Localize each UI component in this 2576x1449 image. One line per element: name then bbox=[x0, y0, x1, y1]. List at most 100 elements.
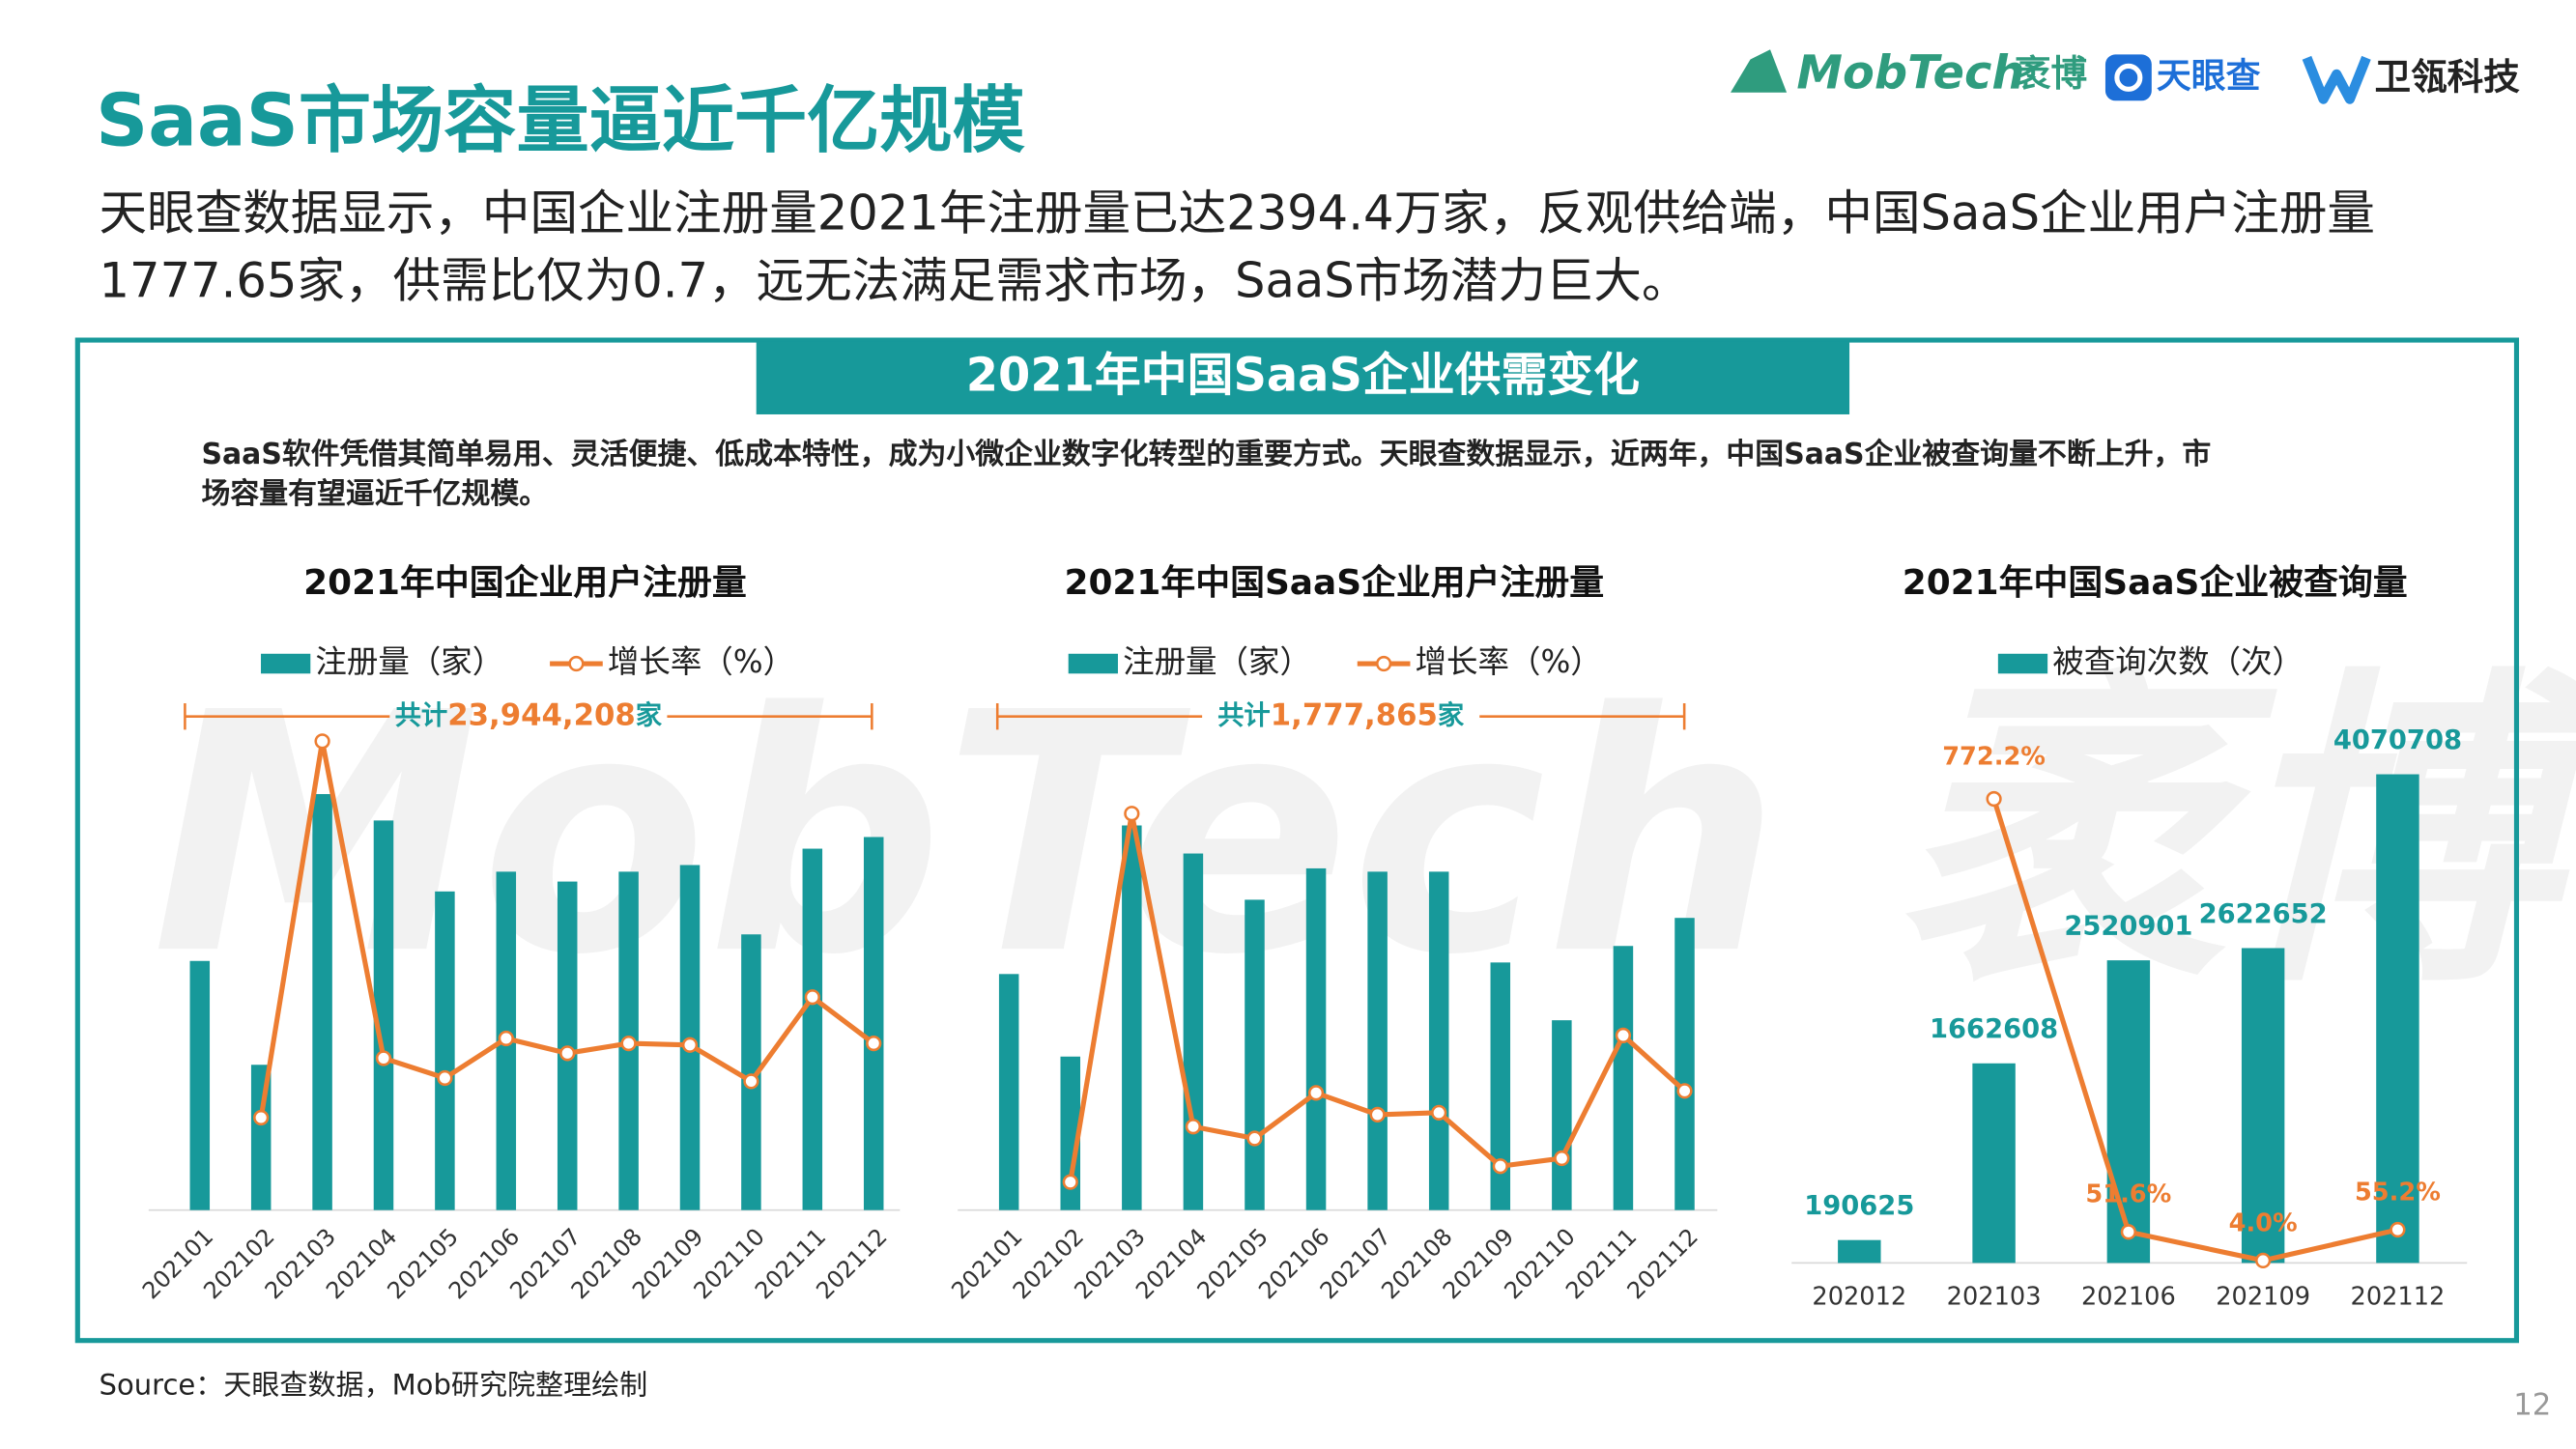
total-unit: 家 bbox=[1438, 699, 1465, 730]
bar bbox=[1552, 1020, 1572, 1210]
bar bbox=[1674, 918, 1695, 1210]
line-marker bbox=[620, 1035, 637, 1052]
legend-label: 注册量（家） bbox=[315, 643, 503, 680]
line bbox=[1991, 798, 2399, 1264]
total-annotation: 共计23,944,208家 bbox=[395, 697, 663, 732]
line-marker bbox=[1307, 1085, 1325, 1101]
panel-description: SaaS软件凭借其简单易用、灵活便捷、低成本特性，成为小微企业数字化转型的重要方… bbox=[201, 438, 2211, 471]
legend-swatch bbox=[261, 653, 311, 674]
bar bbox=[2241, 948, 2285, 1264]
line-marker bbox=[1246, 1130, 1263, 1147]
total-annotation: 共计1,777,865家 bbox=[1217, 697, 1465, 732]
line-marker bbox=[743, 1073, 759, 1090]
line-marker bbox=[2390, 1221, 2406, 1238]
bar bbox=[1490, 962, 1511, 1210]
line-marker bbox=[375, 1050, 392, 1066]
logo-icon bbox=[2104, 54, 2152, 101]
bar bbox=[1428, 871, 1449, 1210]
bar-value-label: 2520901 bbox=[2064, 911, 2192, 941]
bar bbox=[1613, 946, 1634, 1210]
legend-swatch bbox=[1997, 653, 2048, 674]
chart-title: 2021年中国企业用户注册量 bbox=[303, 562, 747, 603]
legend-marker bbox=[568, 655, 585, 672]
total-value: 23,944,208 bbox=[447, 697, 636, 732]
x-tick-label: 202106 bbox=[2081, 1282, 2176, 1311]
legend-label: 注册量（家） bbox=[1123, 643, 1311, 680]
line-marker bbox=[1986, 790, 2002, 808]
bar bbox=[435, 891, 455, 1210]
line-marker bbox=[1431, 1104, 1447, 1121]
legend-swatch bbox=[1068, 653, 1118, 674]
panel-heading-bg bbox=[756, 341, 1850, 414]
legend-label: 增长率（%） bbox=[1416, 643, 1602, 680]
chart-title: 2021年中国SaaS企业用户注册量 bbox=[1064, 562, 1604, 603]
line-marker bbox=[681, 1037, 699, 1053]
bar bbox=[802, 848, 823, 1210]
line-marker bbox=[2255, 1252, 2272, 1269]
bar bbox=[863, 837, 884, 1210]
bar-value-label: 4070708 bbox=[2333, 725, 2462, 755]
bar-value-label: 1662608 bbox=[1930, 1014, 2058, 1044]
bar bbox=[1245, 899, 1265, 1210]
bar bbox=[2376, 774, 2419, 1264]
line-marker bbox=[437, 1069, 453, 1087]
line-marker bbox=[1369, 1106, 1386, 1123]
bar bbox=[312, 794, 332, 1210]
bar bbox=[1972, 1063, 2016, 1264]
logo-icon bbox=[2302, 55, 2371, 104]
total-prefix: 共计 bbox=[395, 700, 448, 730]
bar-value-label: 190625 bbox=[1804, 1191, 1914, 1221]
panel-heading: 2021年中国SaaS企业供需变化 bbox=[966, 349, 1640, 402]
bar bbox=[1060, 1056, 1081, 1210]
bar bbox=[1183, 853, 1204, 1210]
legend-label: 被查询次数（次） bbox=[2052, 643, 2304, 680]
line-marker bbox=[1062, 1174, 1078, 1190]
x-tick-label: 202112 bbox=[2351, 1282, 2446, 1311]
x-tick-label: 202109 bbox=[2216, 1282, 2310, 1311]
legend-label: 增长率（%） bbox=[608, 643, 794, 680]
line-marker bbox=[559, 1045, 576, 1062]
intro-line: 天眼查数据显示，中国企业注册量2021年注册量已达2394.4万家，反观供给端，… bbox=[100, 185, 2375, 241]
logo-text: 天眼查 bbox=[2157, 56, 2261, 96]
line-marker bbox=[866, 1035, 882, 1052]
bar bbox=[998, 974, 1019, 1210]
page-title: SaaS市场容量逼近千亿规模 bbox=[96, 77, 1025, 162]
bar bbox=[373, 820, 394, 1210]
intro-line: 1777.65家，供需比仅为0.7，远无法满足需求市场，SaaS市场潜力巨大。 bbox=[100, 252, 1690, 308]
bar bbox=[1305, 867, 1327, 1210]
total-prefix: 共计 bbox=[1217, 700, 1271, 730]
line-marker bbox=[1554, 1150, 1570, 1167]
line-marker bbox=[498, 1030, 514, 1047]
bar bbox=[1838, 1239, 1881, 1264]
chart-title: 2021年中国SaaS企业被查询量 bbox=[1903, 562, 2408, 603]
logo-icon bbox=[2114, 63, 2143, 92]
legend-marker bbox=[1376, 655, 1392, 672]
total-unit: 家 bbox=[636, 699, 663, 730]
bar bbox=[741, 934, 761, 1210]
line-marker bbox=[2120, 1224, 2136, 1240]
line-marker bbox=[1615, 1027, 1632, 1044]
panel-description: 场容量有望逼近千亿规模。 bbox=[201, 477, 548, 511]
line-value-label: 51.6% bbox=[2085, 1180, 2171, 1209]
logo-icon bbox=[1731, 49, 1788, 93]
logo-text: 袤博 bbox=[2015, 52, 2087, 95]
bar bbox=[189, 960, 211, 1210]
line-marker bbox=[253, 1109, 270, 1126]
line-marker bbox=[1124, 806, 1140, 822]
line-marker bbox=[804, 989, 820, 1006]
line-value-label: 772.2% bbox=[1942, 742, 2046, 771]
bar bbox=[2106, 960, 2151, 1264]
line-marker bbox=[314, 733, 330, 750]
x-tick-label: 202012 bbox=[1812, 1282, 1906, 1311]
logo-text: 卫瓴科技 bbox=[2375, 56, 2521, 99]
logo-text: MobTech bbox=[1796, 47, 2024, 100]
bar bbox=[1122, 825, 1142, 1210]
line-marker bbox=[1676, 1083, 1693, 1099]
panel-frame bbox=[74, 337, 2520, 1344]
bar bbox=[1367, 871, 1388, 1210]
page-number: 12 bbox=[2513, 1388, 2551, 1423]
bar-value-label: 2622652 bbox=[2199, 899, 2328, 929]
total-value: 1,777,865 bbox=[1271, 697, 1438, 732]
